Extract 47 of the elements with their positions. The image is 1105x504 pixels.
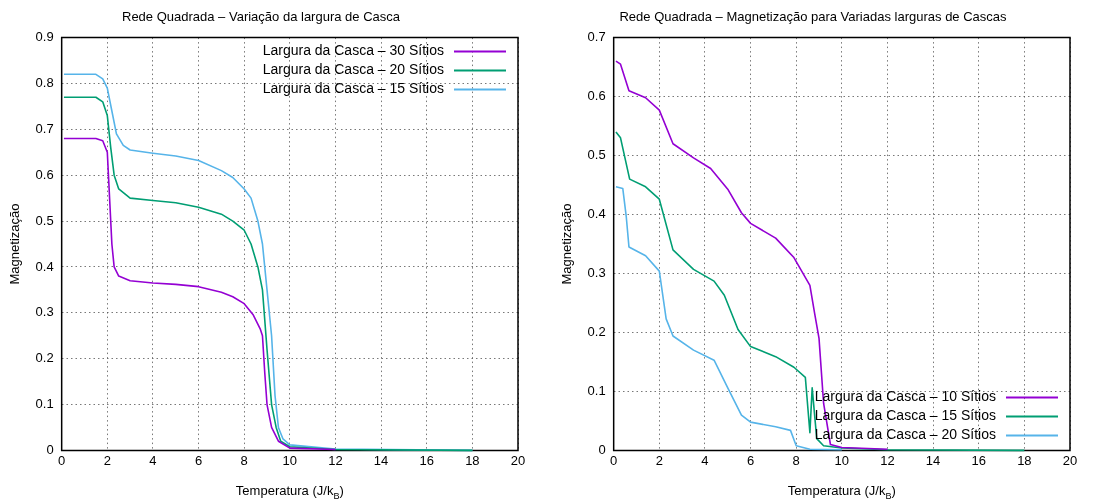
y-tick-label: 0.7 <box>587 29 606 45</box>
y-tick-label: 0.7 <box>35 120 54 136</box>
x-tick-label: 0 <box>610 452 618 468</box>
x-tick-label: 10 <box>282 452 298 468</box>
legend-label: Largura da Casca – 20 Sítios <box>262 61 444 78</box>
y-tick-label: 0.1 <box>35 396 54 412</box>
y-tick-label: 0.1 <box>587 383 606 399</box>
chart-title: Rede Quadrada – Variação da largura de Casca <box>122 9 401 25</box>
y-tick-label: 0.3 <box>587 265 606 281</box>
x-tick-label: 12 <box>880 452 895 468</box>
x-tick-label: 8 <box>240 452 248 468</box>
y-tick-label: 0.6 <box>35 166 54 182</box>
x-tick-label: 6 <box>746 452 755 468</box>
x-tick-label: 20 <box>510 452 526 468</box>
x-tick-label: 16 <box>971 452 986 468</box>
x-tick-label: 18 <box>1017 452 1032 468</box>
x-tick-label: 18 <box>465 452 480 468</box>
y-tick-label: 0 <box>46 441 54 457</box>
x-tick-label: 2 <box>103 452 111 468</box>
chart-title: Rede Quadrada – Magnetização para Variadas larguras de Cascas <box>619 9 1008 25</box>
y-tick-label: 0.5 <box>35 212 54 228</box>
legend-label: Largura da Casca – 30 Sítios <box>262 42 444 59</box>
legend-label: Largura da Casca – 15 Sítios <box>262 80 444 97</box>
y-tick-label: 0.6 <box>587 88 606 104</box>
x-tick-label: 20 <box>1062 452 1078 468</box>
y-tick-label: 0.3 <box>35 304 54 320</box>
x-tick-label: 4 <box>149 452 157 468</box>
x-tick-label: 10 <box>834 452 850 468</box>
x-tick-label: 0 <box>58 452 66 468</box>
x-tick-label: 8 <box>792 452 800 468</box>
y-tick-label: 0.2 <box>587 324 606 340</box>
x-tick-label: 12 <box>328 452 343 468</box>
x-tick-label: 16 <box>419 452 434 468</box>
y-tick-label: 0.4 <box>587 206 606 222</box>
y-tick-label: 0.9 <box>35 29 54 45</box>
y-axis-title: Magnetização <box>559 203 575 285</box>
y-tick-label: 0.5 <box>587 147 606 163</box>
y-tick-label: 0.8 <box>35 75 54 91</box>
y-axis-title: Magnetização <box>7 203 23 285</box>
y-tick-label: 0 <box>598 441 606 457</box>
y-tick-label: 0.2 <box>35 350 54 366</box>
x-tick-label: 14 <box>373 452 389 468</box>
x-tick-label: 14 <box>925 452 941 468</box>
x-tick-label: 2 <box>655 452 663 468</box>
x-tick-label: 6 <box>194 452 203 468</box>
x-tick-label: 4 <box>701 452 709 468</box>
y-tick-label: 0.4 <box>35 258 54 274</box>
